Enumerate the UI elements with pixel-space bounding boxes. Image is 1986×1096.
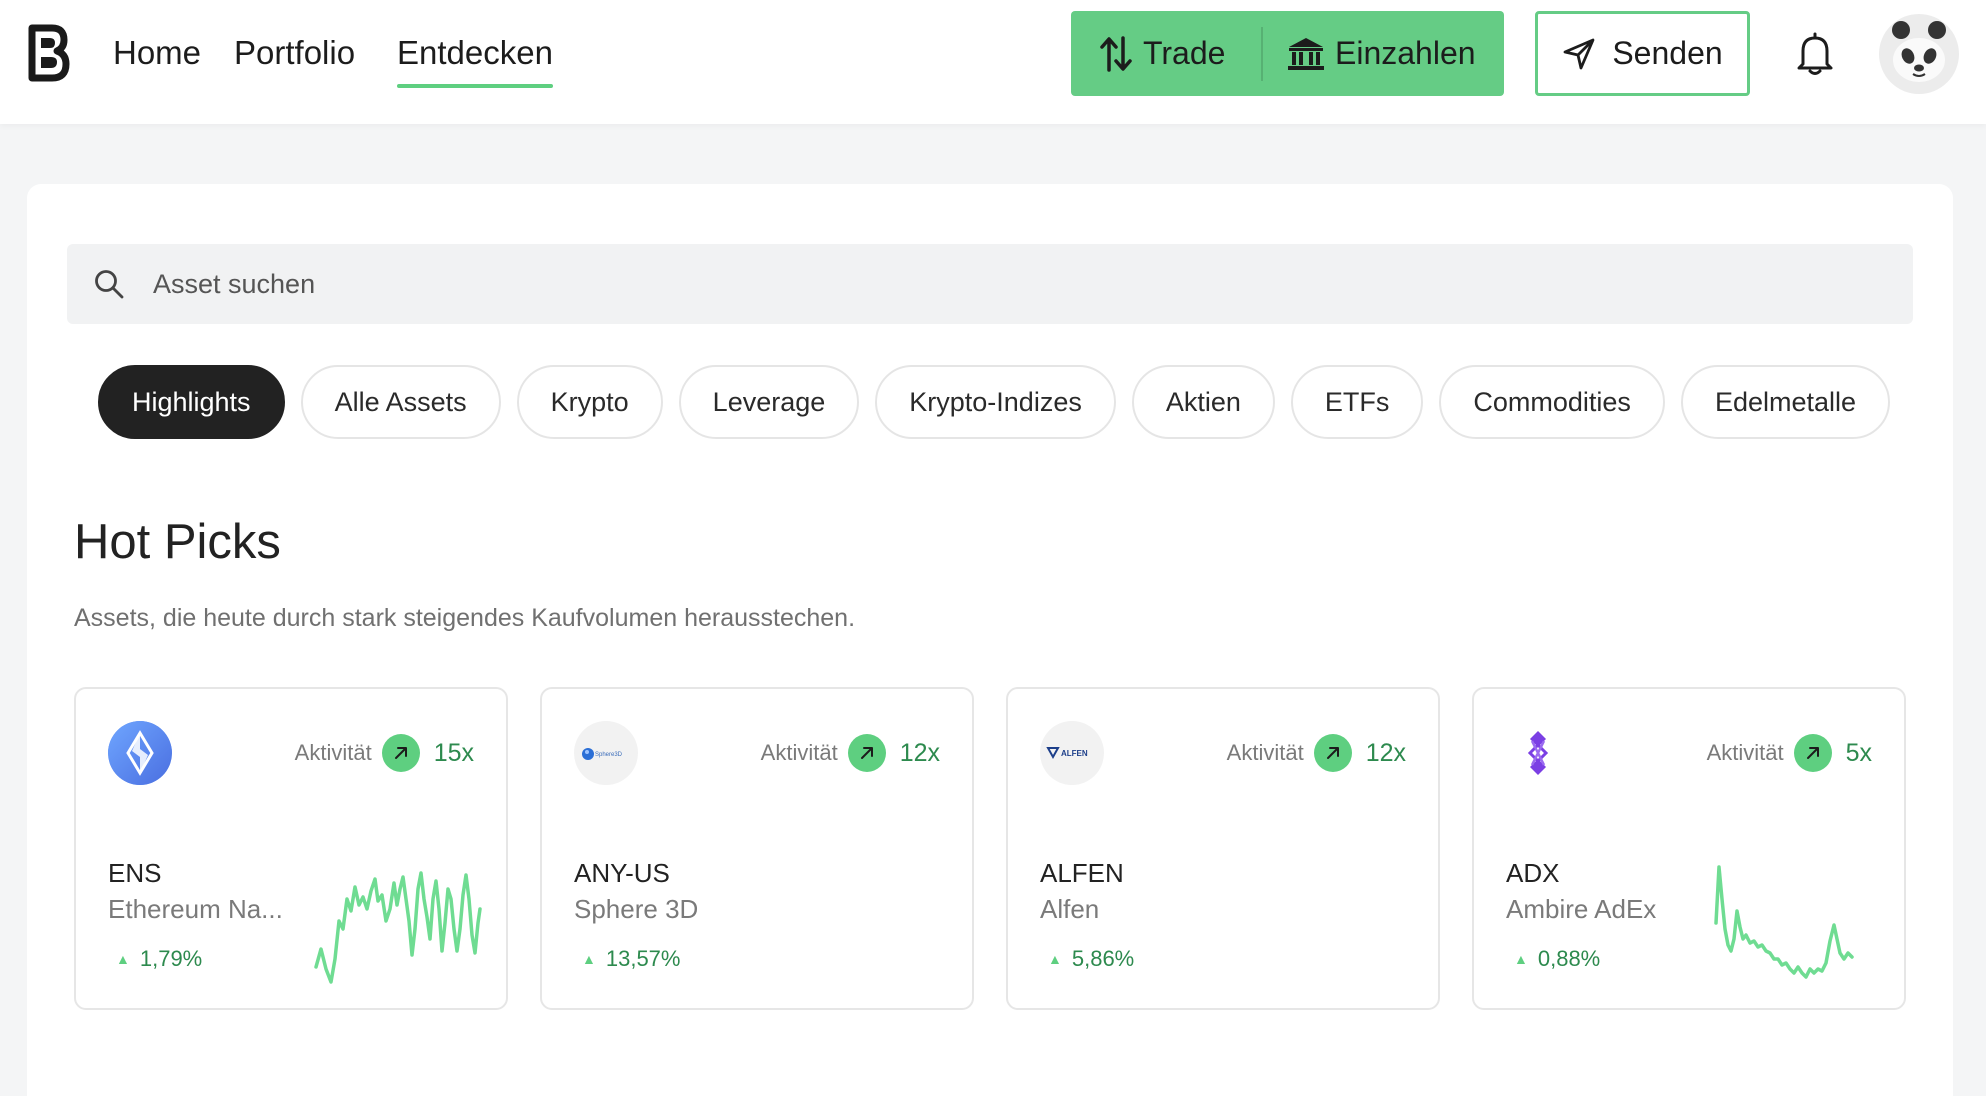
search-input[interactable] (153, 268, 1753, 300)
sphere3d-logo-text: Sphere3D (595, 752, 623, 758)
activity-multiplier: 5x (1845, 738, 1872, 767)
send-button[interactable]: Senden (1535, 11, 1750, 96)
activity-multiplier: 12x (899, 738, 940, 767)
hot-pick-card-any-us[interactable]: Sphere3D Aktivität 12x ANY-US Sphere 3D … (540, 687, 974, 1010)
adx-logo-icon (1506, 721, 1570, 785)
up-triangle-icon: ▲ (1048, 951, 1062, 967)
ens-logo-icon (108, 721, 172, 785)
activity-multiplier: 12x (1365, 738, 1406, 767)
activity-label: Aktivität (294, 740, 372, 765)
top-navigation: Home Portfolio Entdecken Trade Einzahl (0, 0, 1986, 124)
panda-avatar-icon (1892, 21, 1946, 82)
activity-multiplier: 15x (433, 738, 474, 767)
nav-discover-label: Entdecken (397, 34, 553, 71)
hot-pick-card-adx[interactable]: Aktivität 5x ADX Ambire AdEx ▲ 0,88% (1472, 687, 1906, 1010)
up-triangle-icon: ▲ (116, 951, 130, 967)
hot-pick-card-ens[interactable]: Aktivität 15x ENS Ethereum Na... ▲ 1,79% (74, 687, 508, 1010)
filter-chip-all-assets[interactable]: Alle Assets (300, 365, 501, 439)
activity-label: Aktivität (1706, 740, 1784, 765)
button-divider (1261, 26, 1263, 81)
filter-chip-etfs[interactable]: ETFs (1290, 365, 1424, 439)
bitpanda-logo-icon[interactable] (26, 22, 70, 84)
sphere3d-logo-icon: Sphere3D (574, 721, 638, 785)
filter-chip-highlights[interactable]: Highlights (98, 365, 285, 439)
price-change-value: 13,57% (605, 946, 681, 971)
asset-symbol: ENS (108, 858, 162, 888)
activity-indicator: Aktivität 12x (761, 733, 940, 773)
trend-up-icon (381, 734, 420, 772)
bell-icon[interactable] (1795, 32, 1835, 76)
section-title: Hot Picks (74, 515, 281, 569)
section-subtitle: Assets, die heute durch stark steigendes… (74, 604, 856, 632)
search-icon (95, 270, 124, 299)
swap-arrows-icon (1100, 35, 1132, 72)
asset-name: Ambire AdEx (1506, 894, 1657, 924)
sparkline-chart (1714, 865, 1854, 979)
activity-indicator: Aktivität 15x (295, 733, 474, 773)
trade-button[interactable]: Trade (1071, 11, 1261, 96)
nav-portfolio[interactable]: Portfolio (234, 34, 356, 71)
filter-chip-stocks[interactable]: Aktien (1131, 365, 1275, 439)
category-filter-bar: Highlights Alle Assets Krypto Leverage K… (98, 365, 1906, 439)
trade-deposit-group: Trade Einzahlen (1071, 11, 1504, 96)
price-change-value: 0,88% (1537, 946, 1601, 971)
nav-home[interactable]: Home (113, 34, 202, 71)
filter-chip-crypto[interactable]: Krypto (516, 365, 663, 439)
price-change-value: 5,86% (1071, 946, 1135, 971)
nav-discover[interactable]: Entdecken (397, 30, 553, 88)
price-change: ▲ 5,86% (1048, 946, 1134, 972)
filter-chip-crypto-indices[interactable]: Krypto-Indizes (875, 365, 1116, 439)
paper-plane-icon (1563, 38, 1595, 69)
asset-symbol: ANY-US (574, 858, 670, 888)
price-change: ▲ 13,57% (582, 946, 680, 972)
price-change: ▲ 0,88% (1514, 946, 1600, 972)
activity-label: Aktivität (760, 740, 838, 765)
asset-name: Alfen (1040, 894, 1100, 924)
asset-symbol: ALFEN (1040, 858, 1124, 888)
activity-label: Aktivität (1226, 740, 1304, 765)
filter-chip-precious-metals[interactable]: Edelmetalle (1680, 365, 1891, 439)
search-bar[interactable] (67, 244, 1913, 324)
trend-up-icon (1793, 734, 1832, 772)
price-change: ▲ 1,79% (116, 946, 202, 972)
bank-icon (1288, 37, 1324, 70)
trend-up-icon (1313, 734, 1352, 772)
activity-indicator: Aktivität 12x (1227, 733, 1406, 773)
trend-up-icon (847, 734, 886, 772)
alfen-logo-icon: ALFEN (1040, 721, 1104, 785)
asset-name: Sphere 3D (574, 894, 699, 924)
avatar[interactable] (1879, 14, 1959, 94)
deposit-button[interactable]: Einzahlen (1263, 11, 1476, 96)
price-change-value: 1,79% (139, 946, 203, 971)
send-label: Senden (1612, 35, 1723, 71)
trade-label: Trade (1143, 35, 1226, 71)
up-triangle-icon: ▲ (582, 951, 596, 967)
hot-pick-card-alfen[interactable]: ALFEN Aktivität 12x ALFEN Alfen ▲ 5,86% (1006, 687, 1440, 1010)
deposit-label: Einzahlen (1335, 35, 1476, 71)
filter-chip-commodities[interactable]: Commodities (1439, 365, 1665, 439)
activity-indicator: Aktivität 5x (1707, 733, 1872, 773)
asset-name: Ethereum Na... (108, 894, 283, 924)
up-triangle-icon: ▲ (1514, 951, 1528, 967)
filter-chip-leverage[interactable]: Leverage (678, 365, 860, 439)
alfen-logo-text: ALFEN (1061, 749, 1088, 758)
asset-symbol: ADX (1506, 858, 1560, 888)
discover-panel: Highlights Alle Assets Krypto Leverage K… (27, 184, 1953, 1096)
active-tab-indicator (397, 84, 553, 88)
sparkline-chart (314, 871, 482, 984)
